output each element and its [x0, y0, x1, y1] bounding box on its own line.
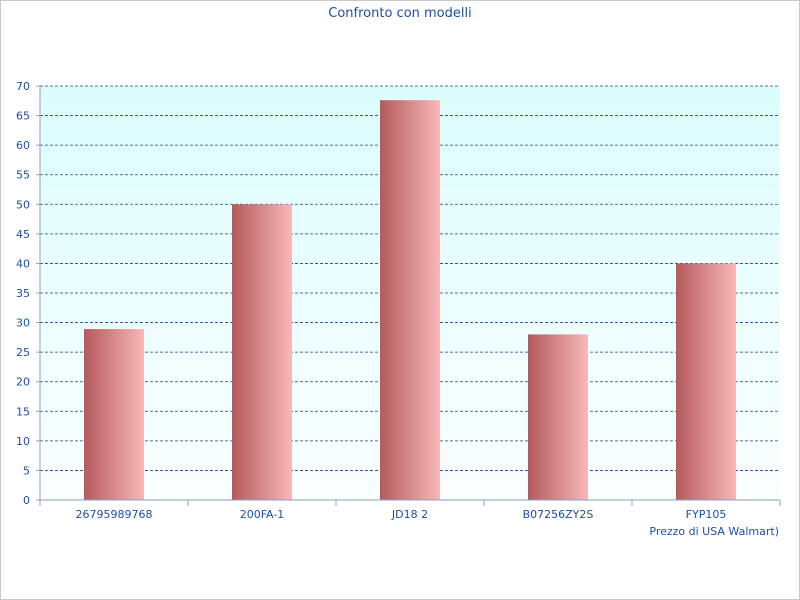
bar-3: [380, 100, 440, 501]
y-tick-label: 45: [16, 228, 30, 241]
y-tick-label: 50: [16, 198, 30, 211]
y-tick-label: 65: [16, 110, 30, 123]
bar-4: [528, 334, 588, 500]
y-tick-label: 20: [16, 376, 30, 389]
bar-5: [676, 263, 736, 500]
x-tick-label: B07256ZY2S: [523, 508, 594, 521]
y-tick-label: 0: [23, 494, 30, 507]
y-tick-label: 30: [16, 317, 30, 330]
y-tick-label: 25: [16, 346, 30, 359]
y-tick-label: 5: [23, 464, 30, 477]
x-tick-label: 200FA-1: [240, 508, 285, 521]
x-tick-label: FYP105: [686, 508, 727, 521]
bar-1: [84, 329, 144, 500]
y-tick-label: 70: [16, 80, 30, 93]
y-tick-label: 40: [16, 257, 30, 270]
bars: [84, 100, 736, 501]
y-tick-label: 55: [16, 169, 30, 182]
y-tick-label: 60: [16, 139, 30, 152]
y-tick-label: 10: [16, 435, 30, 448]
y-tick-label: 35: [16, 287, 30, 300]
x-axis-label: Prezzo di USA Walmart): [649, 525, 779, 538]
chart-title: Confronto con modelli: [328, 6, 471, 21]
x-tick-labels: 26795989768 200FA-1 JD18 2 B07256ZY2S FYP105: [76, 508, 727, 521]
y-tick-label: 15: [16, 405, 30, 418]
x-tick-label: JD18 2: [391, 508, 428, 521]
y-tick-labels: 0 5 10 15 20 25 30 35 40 45 50 55 60 65 70: [16, 80, 30, 507]
x-tick-label: 26795989768: [76, 508, 153, 521]
axes: [36, 85, 781, 506]
bar-2: [232, 204, 292, 501]
